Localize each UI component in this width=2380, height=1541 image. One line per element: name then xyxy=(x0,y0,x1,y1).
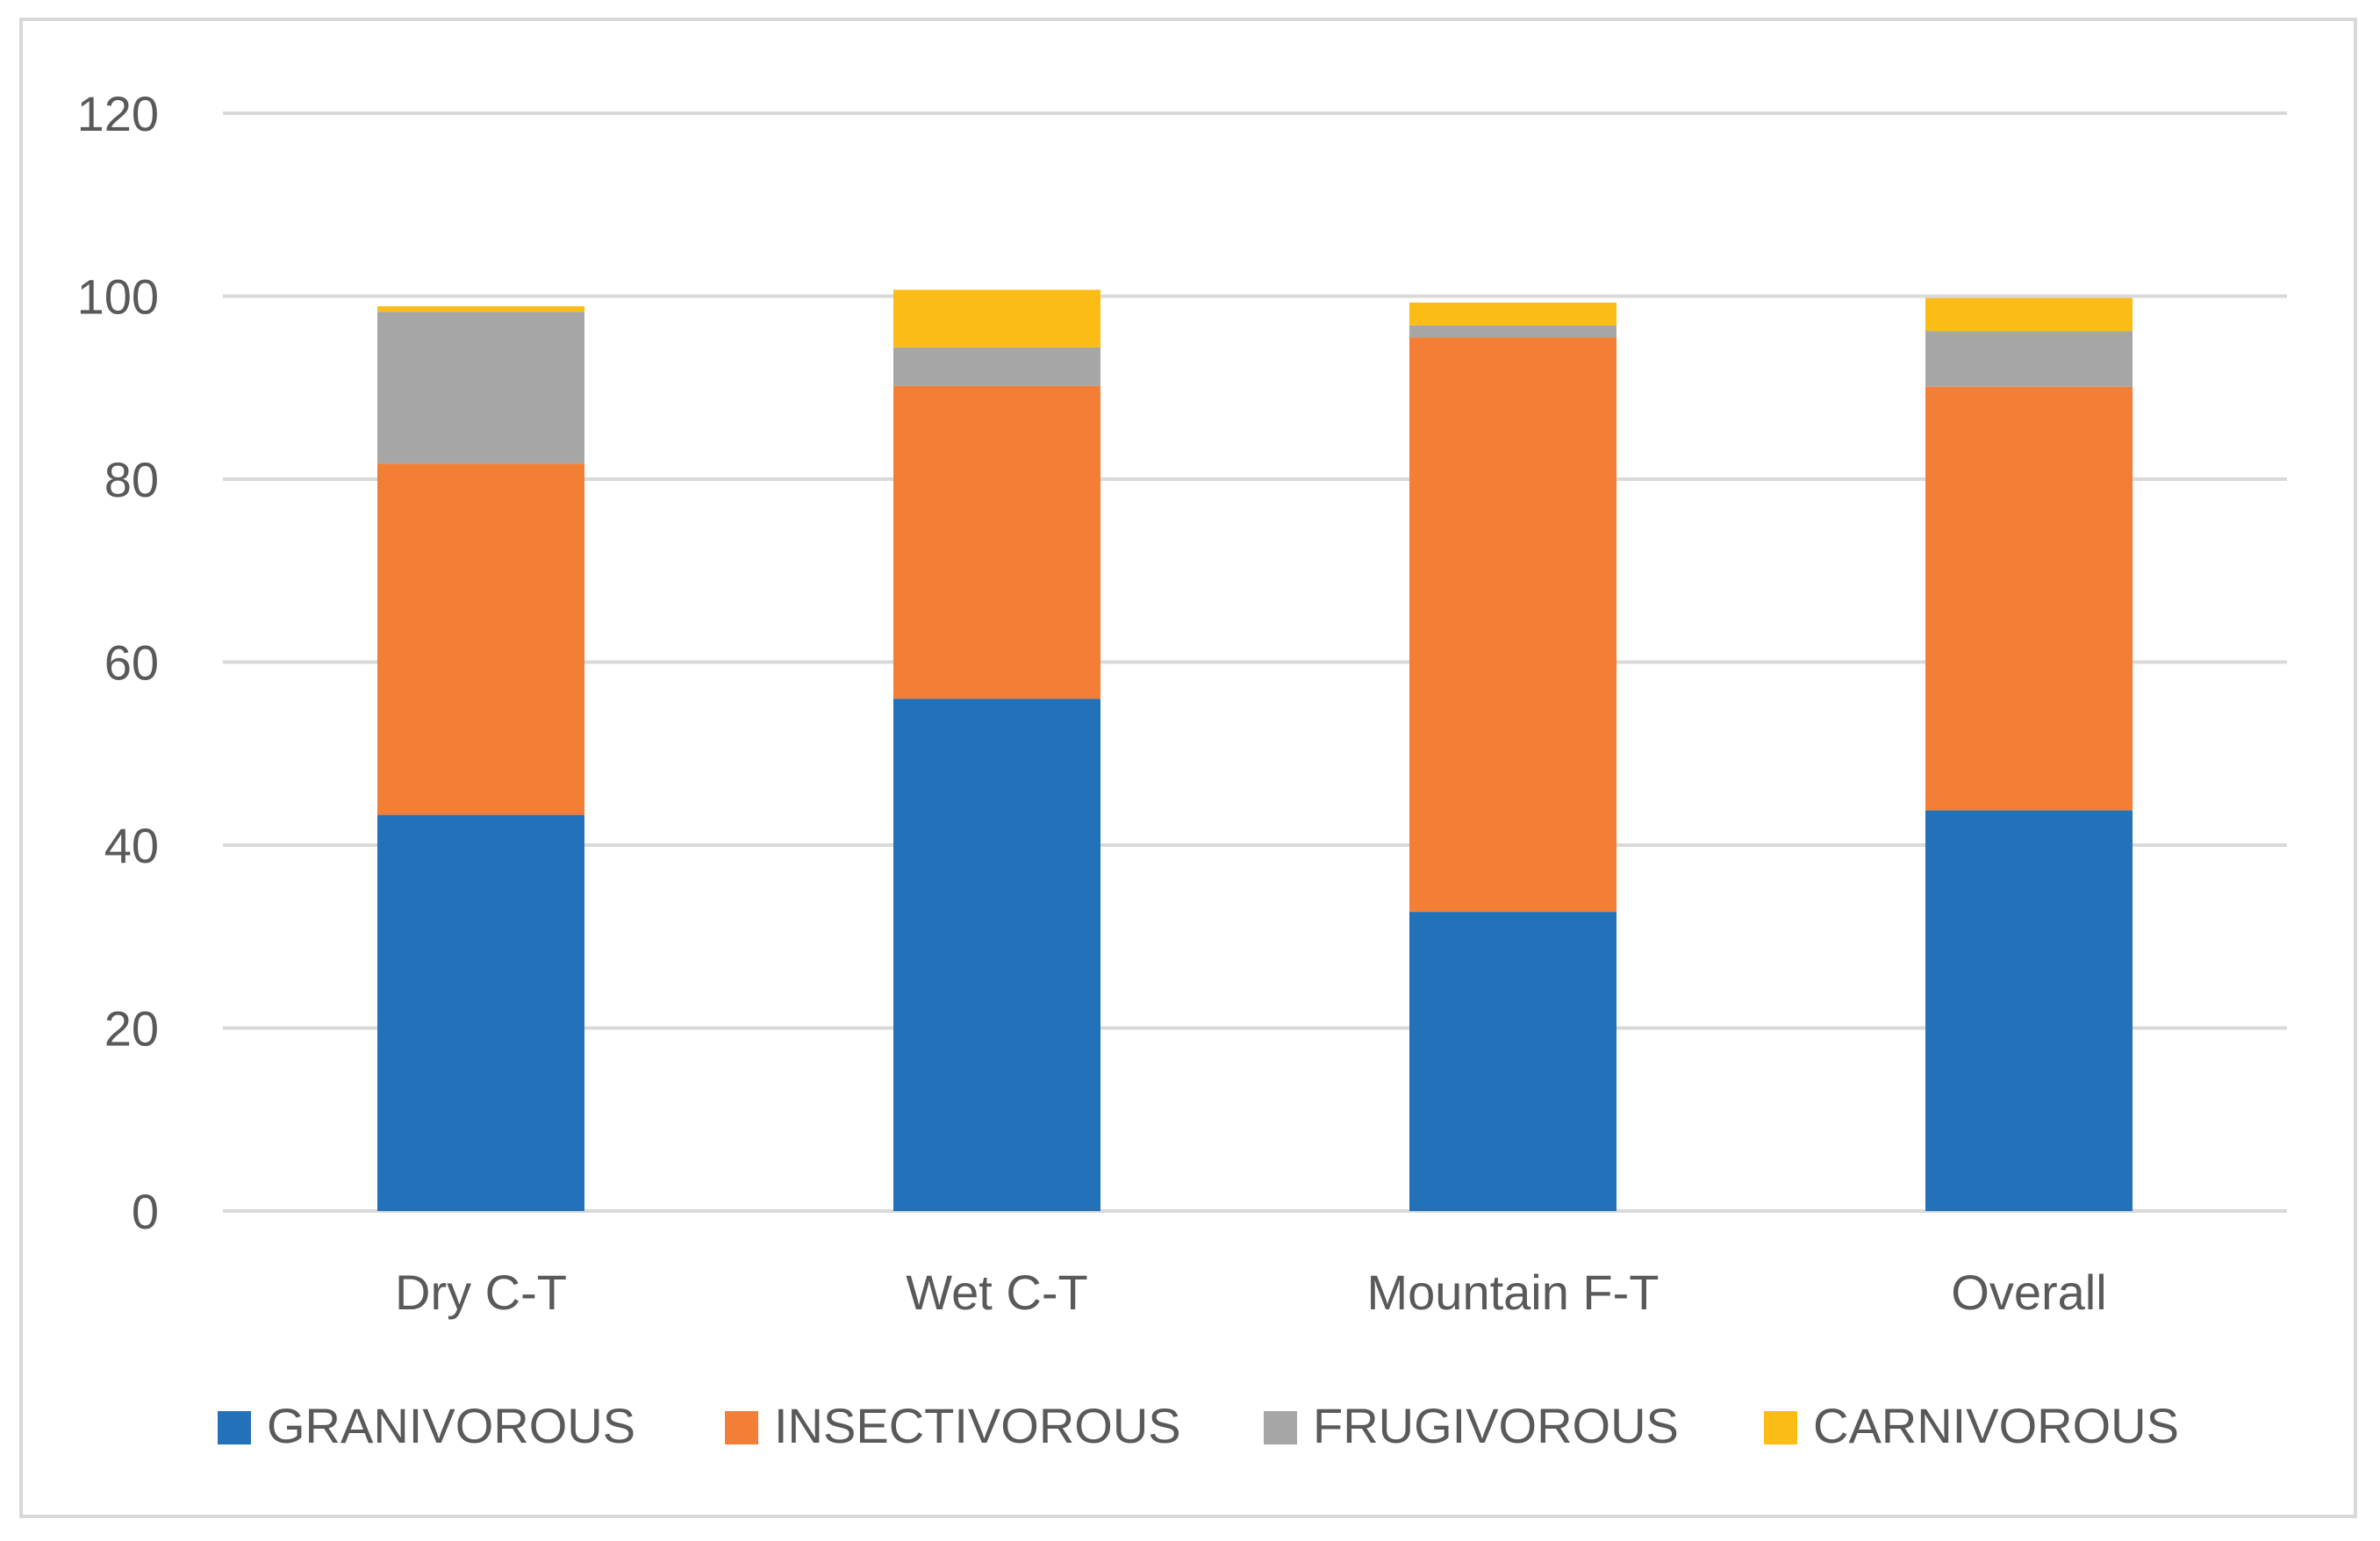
legend-swatch-frugivorous xyxy=(1264,1411,1297,1444)
bar-insectivorous-mountain-f-t xyxy=(1409,337,1617,913)
bar-granivorous-dry-c-t xyxy=(377,814,584,1211)
bar-carnivorous-wet-c-t xyxy=(893,290,1100,348)
y-tick-label: 0 xyxy=(132,1184,159,1239)
bar-granivorous-wet-c-t xyxy=(893,699,1100,1211)
legend-swatch-carnivorous xyxy=(1764,1411,1797,1444)
y-tick-label: 100 xyxy=(77,269,159,325)
y-axis: 0 20 40 60 80 100 120 xyxy=(77,86,159,1239)
legend: GRANIVOROUS INSECTIVOROUS FRUGIVOROUS CARNI… xyxy=(218,1398,2179,1453)
legend-label-granivorous: GRANIVOROUS xyxy=(267,1398,635,1453)
legend-label-frugivorous: FRUGIVOROUS xyxy=(1313,1398,1679,1453)
y-tick-label: 20 xyxy=(104,1001,159,1057)
x-tick-label: Dry C-T xyxy=(395,1265,567,1320)
x-axis: Dry C-T Wet C-T Mountain F-T Overall xyxy=(395,1265,2107,1320)
bar-insectivorous-overall xyxy=(1925,386,2133,811)
bar-insectivorous-dry-c-t xyxy=(377,463,584,815)
bar-frugivorous-dry-c-t xyxy=(377,312,584,464)
y-tick-label: 60 xyxy=(104,635,159,691)
x-tick-label: Wet C-T xyxy=(906,1265,1087,1320)
bars xyxy=(377,290,2133,1211)
legend-swatch-granivorous xyxy=(218,1411,251,1444)
bar-granivorous-mountain-f-t xyxy=(1409,912,1617,1211)
bar-frugivorous-overall xyxy=(1925,331,2133,387)
bar-frugivorous-wet-c-t xyxy=(893,347,1100,386)
y-tick-label: 120 xyxy=(77,86,159,141)
bar-insectivorous-wet-c-t xyxy=(893,385,1100,699)
y-tick-label: 80 xyxy=(104,452,159,507)
x-tick-label: Overall xyxy=(1951,1265,2106,1320)
legend-swatch-insectivorous xyxy=(725,1411,758,1444)
legend-label-carnivorous: CARNIVOROUS xyxy=(1813,1398,2179,1453)
bar-carnivorous-mountain-f-t xyxy=(1409,302,1617,326)
chart-frame: 0 20 40 60 80 100 120 Dry C-T Wet C-T Mountain F… xyxy=(19,18,2357,1518)
bar-granivorous-overall xyxy=(1925,810,2133,1211)
stacked-bar-chart: 0 20 40 60 80 100 120 Dry C-T Wet C-T Mountain F… xyxy=(77,86,2287,1453)
bar-carnivorous-overall xyxy=(1925,297,2133,332)
bar-frugivorous-mountain-f-t xyxy=(1409,325,1617,338)
legend-label-insectivorous: INSECTIVOROUS xyxy=(774,1398,1181,1453)
y-tick-label: 40 xyxy=(104,818,159,873)
bar-carnivorous-dry-c-t xyxy=(377,305,584,312)
x-tick-label: Mountain F-T xyxy=(1367,1265,1660,1320)
